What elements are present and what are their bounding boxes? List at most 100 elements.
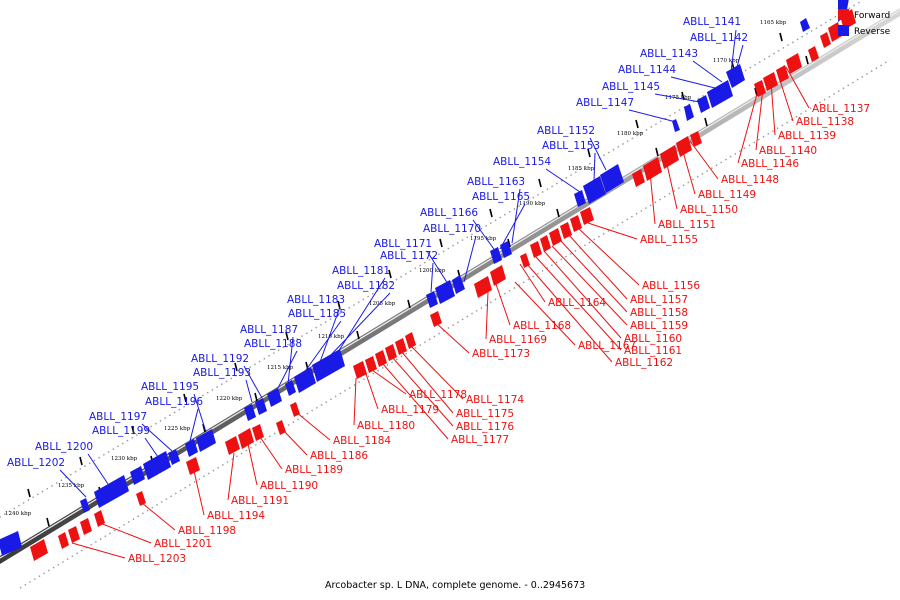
gene-arrow-reverse[interactable] [0, 531, 22, 556]
gene-arrow-reverse[interactable] [435, 280, 455, 304]
gene-arrow-forward[interactable] [820, 32, 831, 48]
gene-label-forward[interactable]: ABLL_1157 [630, 294, 688, 306]
gene-label-forward[interactable]: ABLL_1138 [796, 116, 854, 128]
gene-arrow-forward[interactable] [754, 80, 766, 97]
gene-arrow-reverse[interactable] [294, 367, 316, 393]
gene-arrow-forward[interactable] [676, 136, 692, 157]
gene-arrow-forward[interactable] [385, 344, 397, 361]
gene-label-forward[interactable]: ABLL_1169 [489, 334, 547, 346]
gene-label-forward[interactable]: ABLL_1198 [178, 525, 236, 537]
gene-arrow-forward[interactable] [786, 53, 802, 74]
gene-label-reverse[interactable]: ABLL_1170 [423, 223, 481, 235]
gene-label-forward[interactable]: ABLL_1150 [680, 204, 738, 216]
gene-arrow-reverse[interactable] [244, 404, 256, 421]
gene-label-forward[interactable]: ABLL_1160 [624, 333, 682, 345]
gene-arrow-reverse[interactable] [94, 475, 129, 508]
gene-arrow-reverse[interactable] [697, 95, 710, 113]
gene-arrow-forward[interactable] [290, 402, 300, 417]
gene-label-forward[interactable]: ABLL_1137 [812, 103, 870, 115]
gene-label-forward[interactable]: ABLL_1148 [721, 174, 779, 186]
gene-arrow-reverse[interactable] [672, 119, 680, 132]
gene-arrow-reverse[interactable] [143, 451, 171, 480]
gene-arrow-reverse[interactable] [130, 466, 145, 485]
gene-arrow-reverse[interactable] [196, 429, 216, 452]
gene-arrow-reverse[interactable] [707, 80, 733, 108]
gene-arrow-forward[interactable] [490, 265, 506, 286]
gene-label-forward[interactable]: ABLL_1179 [381, 404, 439, 416]
gene-label-reverse[interactable]: ABLL_1142 [690, 32, 748, 44]
gene-arrow-reverse[interactable] [168, 449, 180, 465]
gene-label-forward[interactable]: ABLL_1203 [128, 553, 186, 565]
gene-arrow-reverse[interactable] [490, 247, 502, 264]
gene-arrow-forward[interactable] [94, 510, 105, 527]
gene-label-forward[interactable]: ABLL_1162 [615, 357, 673, 369]
gene-arrow-reverse[interactable] [285, 380, 296, 396]
gene-label-forward[interactable]: ABLL_1139 [778, 130, 836, 142]
gene-arrow-reverse[interactable] [80, 498, 90, 513]
gene-label-reverse[interactable]: ABLL_1163 [467, 176, 525, 188]
gene-label-reverse[interactable]: ABLL_1141 [683, 16, 741, 28]
gene-label-forward[interactable]: ABLL_1156 [642, 280, 700, 292]
gene-label-forward[interactable]: ABLL_1167 [578, 340, 636, 352]
gene-label-reverse[interactable]: ABLL_1182 [337, 280, 395, 292]
gene-label-reverse[interactable]: ABLL_1147 [576, 97, 634, 109]
gene-arrow-forward[interactable] [474, 276, 492, 298]
gene-arrow-forward[interactable] [395, 338, 407, 355]
gene-label-reverse[interactable]: ABLL_1143 [640, 48, 698, 60]
gene-label-reverse[interactable]: ABLL_1154 [493, 156, 551, 168]
gene-arrow-forward[interactable] [58, 532, 69, 549]
gene-label-forward[interactable]: ABLL_1178 [409, 389, 467, 401]
gene-label-forward[interactable]: ABLL_1176 [456, 421, 514, 433]
gene-arrow-forward[interactable] [530, 241, 542, 258]
gene-label-forward[interactable]: ABLL_1151 [658, 219, 716, 231]
gene-arrow-forward[interactable] [540, 235, 551, 252]
gene-label-reverse[interactable]: ABLL_1195 [141, 381, 199, 393]
gene-label-forward[interactable]: ABLL_1177 [451, 434, 509, 446]
gene-arrow-reverse[interactable] [267, 388, 282, 407]
gene-label-forward[interactable]: ABLL_1161 [624, 345, 682, 357]
gene-label-reverse[interactable]: ABLL_1197 [89, 411, 147, 423]
gene-arrow-forward[interactable] [570, 215, 582, 232]
gene-label-forward[interactable]: ABLL_1155 [640, 234, 698, 246]
gene-arrow-reverse[interactable] [255, 398, 267, 415]
gene-arrow-forward[interactable] [430, 311, 442, 327]
gene-label-reverse[interactable]: ABLL_1152 [537, 125, 595, 137]
gene-arrow-forward[interactable] [186, 457, 200, 475]
gene-arrow-forward[interactable] [80, 518, 92, 535]
gene-label-forward[interactable]: ABLL_1158 [630, 307, 688, 319]
gene-label-forward[interactable]: ABLL_1201 [154, 538, 212, 550]
gene-arrow-forward[interactable] [580, 207, 594, 225]
gene-arrow-forward[interactable] [238, 428, 254, 449]
gene-arrow-forward[interactable] [68, 526, 80, 543]
gene-arrow-forward[interactable] [252, 424, 264, 441]
gene-label-forward[interactable]: ABLL_1149 [698, 189, 756, 201]
gene-label-forward[interactable]: ABLL_1191 [231, 495, 289, 507]
gene-arrow-forward[interactable] [276, 420, 286, 435]
gene-label-forward[interactable]: ABLL_1173 [472, 348, 530, 360]
gene-label-reverse[interactable]: ABLL_1192 [191, 353, 249, 365]
gene-label-reverse[interactable]: ABLL_1185 [288, 308, 346, 320]
gene-arrow-reverse[interactable] [800, 18, 810, 32]
gene-label-reverse[interactable]: ABLL_1165 [472, 191, 530, 203]
gene-label-reverse[interactable]: ABLL_1181 [332, 265, 390, 277]
gene-label-reverse[interactable]: ABLL_1144 [618, 64, 676, 76]
gene-arrow-reverse[interactable] [684, 104, 694, 121]
gene-label-reverse[interactable]: ABLL_1172 [380, 250, 438, 262]
gene-arrow-reverse[interactable] [600, 164, 624, 193]
gene-label-reverse[interactable]: ABLL_1196 [145, 396, 203, 408]
gene-arrow-forward[interactable] [632, 169, 645, 187]
gene-arrow-forward[interactable] [690, 131, 702, 147]
gene-label-reverse[interactable]: ABLL_1188 [244, 338, 302, 350]
gene-label-forward[interactable]: ABLL_1184 [333, 435, 391, 447]
gene-arrow-forward[interactable] [808, 46, 819, 62]
gene-arrow-reverse[interactable] [312, 349, 345, 382]
gene-label-reverse[interactable]: ABLL_1193 [193, 367, 251, 379]
gene-label-forward[interactable]: ABLL_1168 [513, 320, 571, 332]
gene-label-forward[interactable]: ABLL_1175 [456, 408, 514, 420]
gene-label-forward[interactable]: ABLL_1164 [548, 297, 606, 309]
gene-label-reverse[interactable]: ABLL_1153 [542, 140, 600, 152]
gene-label-forward[interactable]: ABLL_1180 [357, 420, 415, 432]
gene-arrow-forward[interactable] [136, 491, 146, 506]
gene-arrow-forward[interactable] [353, 361, 367, 379]
gene-arrow-forward[interactable] [660, 145, 679, 169]
